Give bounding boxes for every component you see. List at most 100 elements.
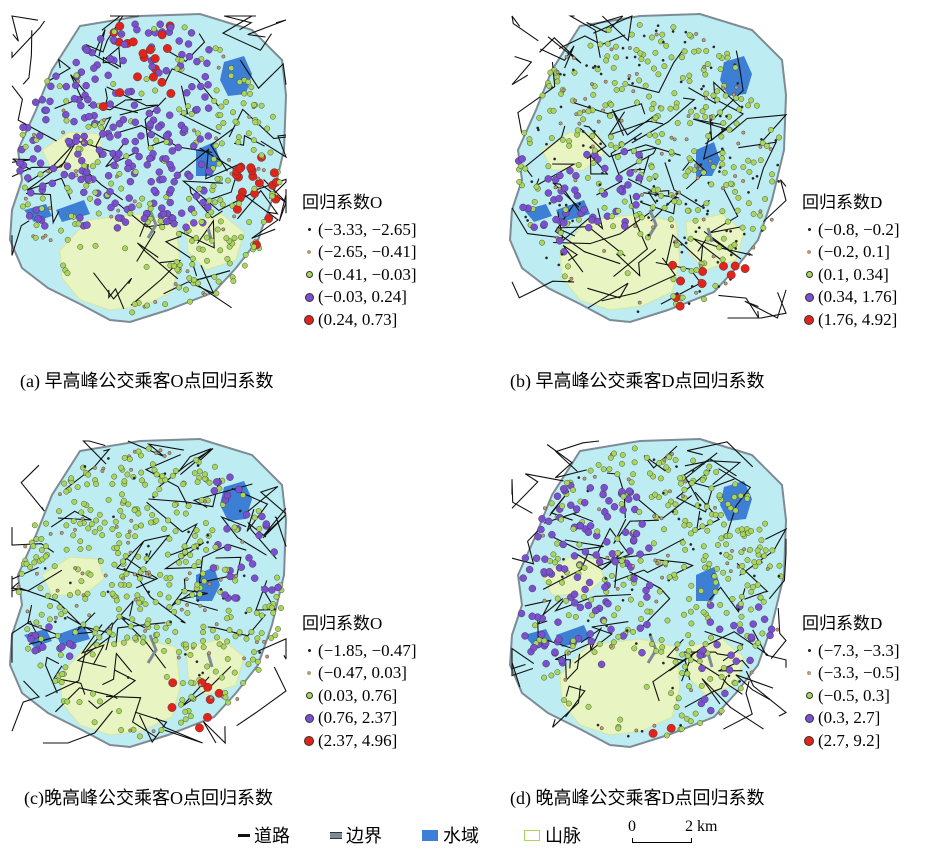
station-point [576,162,581,167]
station-point [570,277,573,280]
station-point [729,570,732,573]
station-point [190,219,197,226]
station-point [92,529,97,534]
station-point [707,601,710,604]
station-point [219,675,224,680]
station-point [147,545,149,547]
class-5-symbol [804,736,814,746]
station-point [695,199,697,201]
station-point [653,459,655,461]
station-point [82,163,87,168]
station-point [643,83,648,88]
class-1-symbol [308,649,311,652]
station-point [666,554,669,557]
station-point [259,103,264,108]
station-point [207,651,210,654]
station-point [174,282,177,285]
station-point [238,235,243,240]
station-point [48,206,51,209]
station-point [72,82,79,89]
station-point [666,503,671,508]
station-point [636,159,641,164]
station-point [582,144,584,146]
station-point [46,170,49,173]
station-point [83,82,90,89]
station-point [43,521,48,526]
station-point [24,561,29,566]
station-point [709,115,712,118]
station-point [147,201,152,206]
station-point [629,32,634,37]
station-point [187,531,189,533]
station-point [673,502,678,507]
station-point [186,196,191,201]
station-point [587,620,589,622]
station-point [111,641,116,646]
station-point [561,185,568,192]
station-point [192,533,197,538]
station-point [174,172,181,179]
station-point [555,670,560,675]
station-point [88,507,93,512]
scale-end-label: 2 km [685,818,717,836]
station-point [581,206,588,213]
station-point [709,486,714,491]
station-point [65,699,70,704]
station-point [144,264,149,269]
station-point [40,196,45,201]
station-point [202,672,204,674]
station-point [620,119,623,122]
station-point [653,115,658,120]
station-point [197,186,202,191]
station-point [655,187,660,192]
station-point [203,520,208,525]
station-point [566,143,571,148]
station-point [115,150,122,157]
station-point [601,484,608,491]
legend-class-a-4: (−0.03, 0.24] [302,286,417,309]
station-point [243,575,245,577]
station-point [116,708,121,713]
station-point [187,299,192,304]
station-point [148,145,153,150]
station-point [726,667,733,674]
station-point [768,127,773,132]
station-point [581,594,586,599]
station-point [745,158,750,163]
scale-start-label: 0 [628,818,636,836]
station-point [681,612,686,617]
station-point [745,583,750,588]
station-point [621,223,628,230]
station-point [83,169,90,176]
station-point [758,158,763,163]
station-point [665,618,670,623]
station-point [204,258,209,263]
station-point [136,449,141,454]
station-point [176,231,181,236]
station-point [721,128,723,130]
station-point [616,634,621,639]
station-point [117,209,120,212]
station-point [254,610,259,615]
bottom-legend: 道路 边界 水域 山脉 0 2 km [0,818,931,848]
station-point [590,133,595,138]
station-point [616,208,621,213]
station-point [725,55,730,60]
station-point [718,602,723,607]
station-point [127,457,132,462]
station-point [567,167,574,174]
station-point [153,492,158,497]
station-point [625,271,630,276]
station-point [745,496,750,501]
station-point [725,115,727,117]
station-point [218,219,223,224]
road [21,465,44,511]
station-point [69,172,76,179]
station-point [222,592,229,599]
legend-class-d-5: (2.7, 9.2] [802,730,900,753]
station-point [88,614,91,617]
station-point [28,636,35,643]
station-point [224,525,231,532]
station-point [718,170,720,172]
station-point [100,532,105,537]
